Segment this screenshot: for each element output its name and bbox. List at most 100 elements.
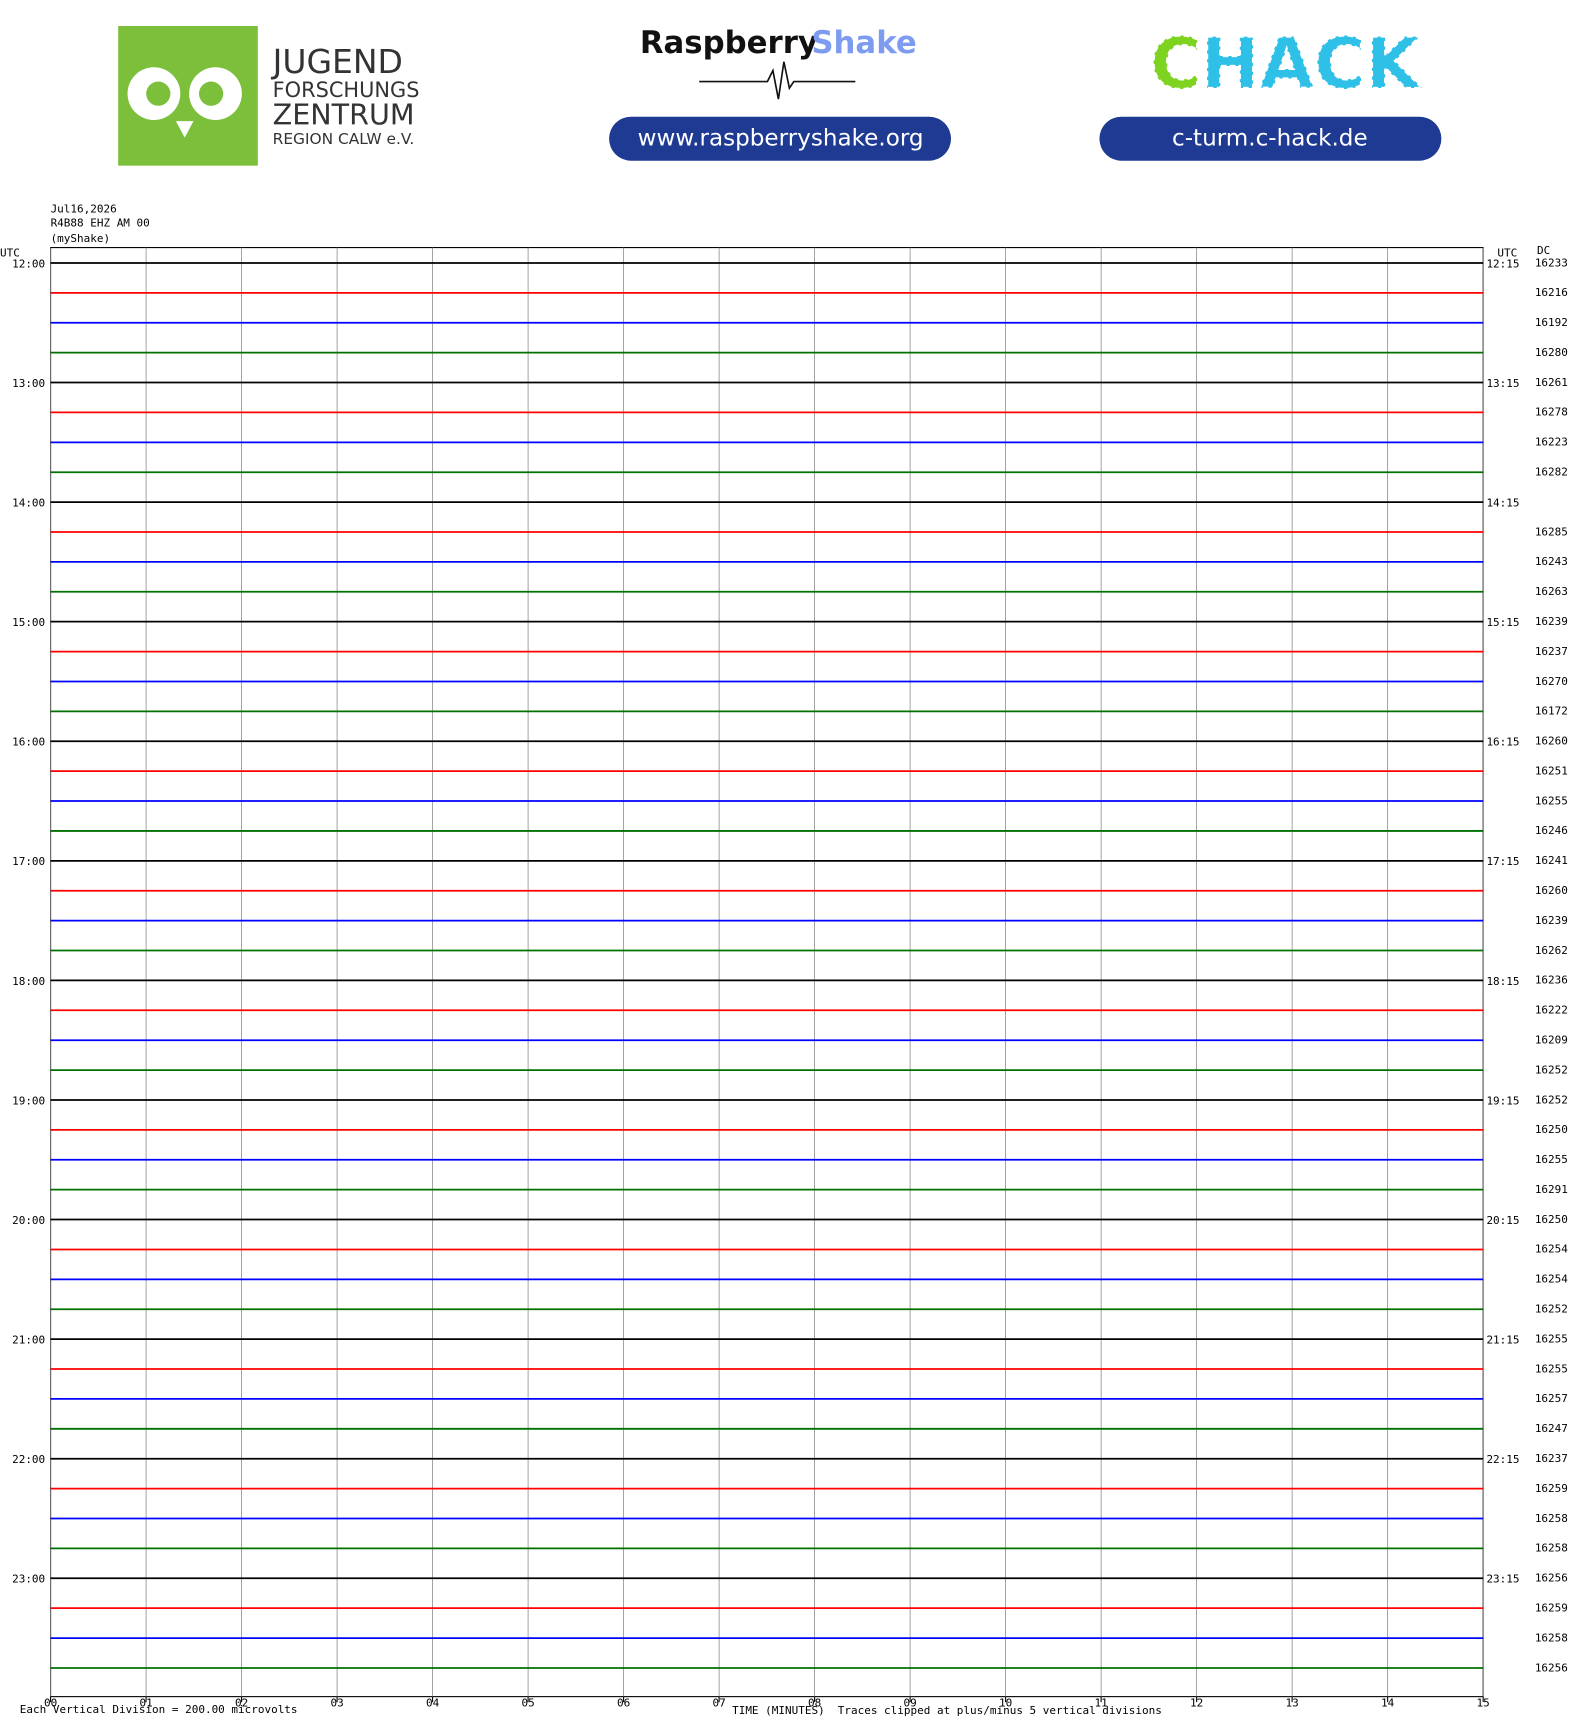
dc-value: 16258 (1535, 1512, 1568, 1525)
dc-value: 16251 (1535, 764, 1568, 777)
x-tick-label: 15 (1477, 1697, 1490, 1710)
dc-value: 16259 (1535, 1601, 1568, 1614)
time-label-left: 20:00 (12, 1214, 45, 1227)
dc-value: 16250 (1535, 1213, 1568, 1226)
dc-value: 16255 (1535, 1332, 1568, 1345)
dc-value: 16247 (1535, 1422, 1568, 1435)
owl-beak (175, 121, 194, 138)
time-label-left: 21:00 (12, 1334, 45, 1347)
chack-hack: HACK (1201, 23, 1423, 105)
owl-pupil (198, 81, 224, 106)
utc-right: UTC (1497, 246, 1517, 259)
time-label-right: 13:15 (1486, 377, 1519, 390)
time-label-left: 17:00 (12, 855, 45, 868)
time-label-left: 23:00 (12, 1573, 45, 1586)
jfz-line: ZENTRUM (273, 97, 415, 131)
dc-value: 16236 (1535, 974, 1568, 987)
x-tick-label: 05 (521, 1697, 534, 1710)
rs-word: Raspberry (640, 25, 818, 61)
dc-value: 16278 (1535, 406, 1568, 419)
time-label-left: 14:00 (12, 497, 45, 510)
time-label-left: 15:00 (12, 616, 45, 629)
time-label-left: 19:00 (12, 1094, 45, 1107)
dc-value: 16209 (1535, 1033, 1568, 1046)
time-label-right: 20:15 (1486, 1214, 1519, 1227)
dc-value: 16258 (1535, 1631, 1568, 1644)
dc-value: 16239 (1535, 615, 1568, 628)
time-label-right: 15:15 (1486, 616, 1519, 629)
x-tick-label: 06 (617, 1697, 630, 1710)
x-tick-label: 10 (999, 1697, 1012, 1710)
dc-value: 16260 (1535, 735, 1568, 748)
x-tick-label: 12 (1190, 1697, 1203, 1710)
dc-value: 16285 (1535, 525, 1568, 538)
scale-note: Each Vertical Division = 200.00 microvol… (20, 1703, 298, 1716)
dc-value: 16256 (1535, 1661, 1568, 1674)
time-label-right: 18:15 (1486, 975, 1519, 988)
dc-value: 16255 (1535, 794, 1568, 807)
time-label-left: 13:00 (12, 377, 45, 390)
dc-value: 16243 (1535, 555, 1568, 568)
time-label-right: 17:15 (1486, 855, 1519, 868)
dc-value: 16258 (1535, 1542, 1568, 1555)
time-label-right: 16:15 (1486, 736, 1519, 749)
chack-pill (1099, 116, 1442, 161)
dc-value: 16257 (1535, 1392, 1568, 1405)
dc-value: 16246 (1535, 824, 1568, 837)
dc-value: 16260 (1535, 884, 1568, 897)
dc-value: 16280 (1535, 346, 1568, 359)
source: (myShake) (51, 232, 111, 245)
jfz-line: FORSCHUNGS (273, 78, 420, 102)
dc-value: 16192 (1535, 316, 1568, 329)
rs-word: Shake (811, 25, 916, 61)
x-axis-label: TIME (MINUTES) (732, 1704, 825, 1717)
dc-value: 16252 (1535, 1093, 1568, 1106)
x-tick-label: 01 (139, 1697, 152, 1710)
jfz-line: JUGEND (271, 42, 403, 81)
dc-value: 16255 (1535, 1362, 1568, 1375)
dc-value: 16262 (1535, 944, 1568, 957)
x-tick-label: 08 (808, 1697, 821, 1710)
dc-value: 16216 (1535, 286, 1568, 299)
jfz-line: REGION CALW e.V. (273, 130, 415, 148)
dc-value: 16233 (1535, 256, 1568, 269)
station: R4B88 EHZ AM 00 (51, 217, 150, 230)
dc-value: 16239 (1535, 914, 1568, 927)
dc-value: 16282 (1535, 466, 1568, 479)
dc-value: 16261 (1535, 376, 1568, 389)
x-tick-label: 09 (903, 1697, 916, 1710)
dc-value: 16252 (1535, 1303, 1568, 1316)
date: Jul16,2026 (51, 202, 117, 215)
x-tick-label: 11 (1095, 1697, 1108, 1710)
dc-value: 16223 (1535, 436, 1568, 449)
time-label-right: 23:15 (1486, 1573, 1519, 1586)
time-label-right: 21:15 (1486, 1334, 1519, 1347)
dc-value: 16254 (1535, 1243, 1568, 1256)
owl-pupil (146, 81, 171, 106)
dc-value: 16259 (1535, 1482, 1568, 1495)
x-tick-label: 02 (235, 1697, 248, 1710)
time-label-left: 18:00 (12, 975, 45, 988)
x-tick-label: 04 (426, 1697, 440, 1710)
time-label-left: 12:00 (12, 257, 45, 270)
clip-note: Traces clipped at plus/minus 5 vertical … (838, 1704, 1162, 1717)
rs-pill (609, 116, 952, 161)
time-label-right: 19:15 (1486, 1094, 1519, 1107)
chack-logo: C HACK c-turm.c-hack.de (1099, 22, 1442, 161)
dc-value: 16256 (1535, 1572, 1568, 1585)
jfz-logo: JUGEND FORSCHUNGS ZENTRUM REGION CALW e.… (118, 26, 420, 166)
rs-url: www.raspberryshake.org (638, 125, 924, 151)
dc-value: 16241 (1535, 854, 1568, 867)
x-tick-label: 07 (712, 1697, 725, 1710)
x-tick-label: 00 (44, 1697, 57, 1710)
dc-value: 16172 (1535, 705, 1568, 718)
dc-value: 16250 (1535, 1123, 1568, 1136)
x-tick-label: 03 (330, 1697, 343, 1710)
dc-title: DC (1537, 244, 1550, 257)
chack-url: c-turm.c-hack.de (1172, 125, 1368, 151)
dc-value: 16222 (1535, 1004, 1568, 1017)
dc-value: 16254 (1535, 1273, 1568, 1286)
time-label-left: 22:00 (12, 1453, 45, 1466)
dc-value: 16252 (1535, 1063, 1568, 1076)
